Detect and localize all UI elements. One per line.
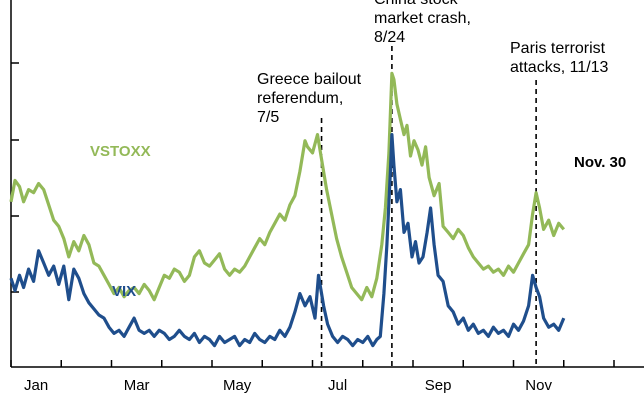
series-label-vix: VIX — [112, 283, 136, 300]
x-tick-label: May — [223, 377, 252, 394]
annotation-line-text: Greece bailout — [257, 71, 362, 88]
x-tick-label: Jul — [328, 377, 347, 394]
annotation-line-text: 8/24 — [374, 29, 405, 46]
x-tick-label: Mar — [124, 377, 150, 394]
x-tick-layer: Jan Mar May Jul Sep Nov — [24, 377, 552, 394]
annotation-label: China stock market crash, 8/24 — [374, 0, 471, 46]
x-tick-label: Nov — [525, 377, 552, 394]
annotation-lines — [320, 46, 537, 367]
x-tick-label: Jan — [24, 377, 48, 394]
axis-layer — [10, 0, 644, 368]
series-line-vix — [9, 133, 566, 348]
series-layer — [9, 71, 566, 348]
label-layer: VSTOXX VIX Nov. 30 — [90, 143, 626, 300]
annotation-text: Greece bailout referendum, 7/5 China stock m… — [257, 0, 609, 126]
end-label: Nov. 30 — [574, 154, 626, 171]
annotation-line-text: attacks, 11/13 — [510, 59, 609, 76]
annotation-line-text: Paris terrorist — [510, 40, 606, 57]
x-tick-label: Sep — [425, 377, 452, 394]
annotation-line-text: referendum, — [257, 90, 343, 107]
series-label-vstoxx: VSTOXX — [90, 143, 151, 160]
annotation-label: Paris terrorist attacks, 11/13 — [510, 40, 609, 76]
series-line-vstoxx — [9, 71, 566, 302]
annotation-line-text: China stock — [374, 0, 459, 8]
annotation-label: Greece bailout referendum, 7/5 — [257, 71, 362, 126]
annotation-line-text: market crash, — [374, 10, 471, 27]
annotation-line-text: 7/5 — [257, 109, 279, 126]
